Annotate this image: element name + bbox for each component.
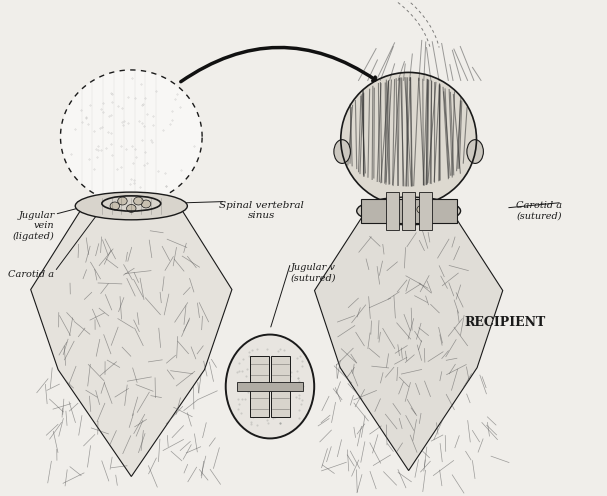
Circle shape bbox=[127, 204, 136, 212]
FancyBboxPatch shape bbox=[237, 382, 303, 391]
Circle shape bbox=[141, 200, 151, 208]
Circle shape bbox=[417, 205, 426, 213]
FancyBboxPatch shape bbox=[250, 356, 269, 417]
Ellipse shape bbox=[61, 70, 202, 203]
Circle shape bbox=[404, 209, 413, 217]
Ellipse shape bbox=[75, 192, 188, 220]
FancyBboxPatch shape bbox=[385, 191, 399, 230]
Text: Jugular v
(sutured): Jugular v (sutured) bbox=[291, 263, 336, 282]
Circle shape bbox=[134, 197, 143, 205]
Ellipse shape bbox=[334, 140, 350, 163]
Text: Spinal vertebral
sinus: Spinal vertebral sinus bbox=[219, 201, 304, 220]
Text: Jugular
vein
(ligated): Jugular vein (ligated) bbox=[13, 211, 55, 241]
Ellipse shape bbox=[467, 140, 483, 163]
Text: Carotid a
(sutured): Carotid a (sutured) bbox=[516, 201, 562, 220]
FancyArrowPatch shape bbox=[181, 48, 375, 82]
FancyBboxPatch shape bbox=[271, 356, 290, 417]
Text: RECIPIENT: RECIPIENT bbox=[465, 315, 546, 329]
Text: Carotid a: Carotid a bbox=[8, 270, 55, 279]
Polygon shape bbox=[31, 209, 232, 477]
FancyBboxPatch shape bbox=[402, 191, 415, 230]
Ellipse shape bbox=[341, 72, 476, 206]
FancyBboxPatch shape bbox=[419, 191, 432, 230]
Circle shape bbox=[110, 202, 120, 210]
Circle shape bbox=[389, 207, 399, 215]
Circle shape bbox=[118, 197, 127, 205]
Ellipse shape bbox=[226, 335, 314, 438]
Polygon shape bbox=[314, 213, 503, 471]
Ellipse shape bbox=[357, 197, 461, 225]
FancyBboxPatch shape bbox=[361, 199, 456, 223]
